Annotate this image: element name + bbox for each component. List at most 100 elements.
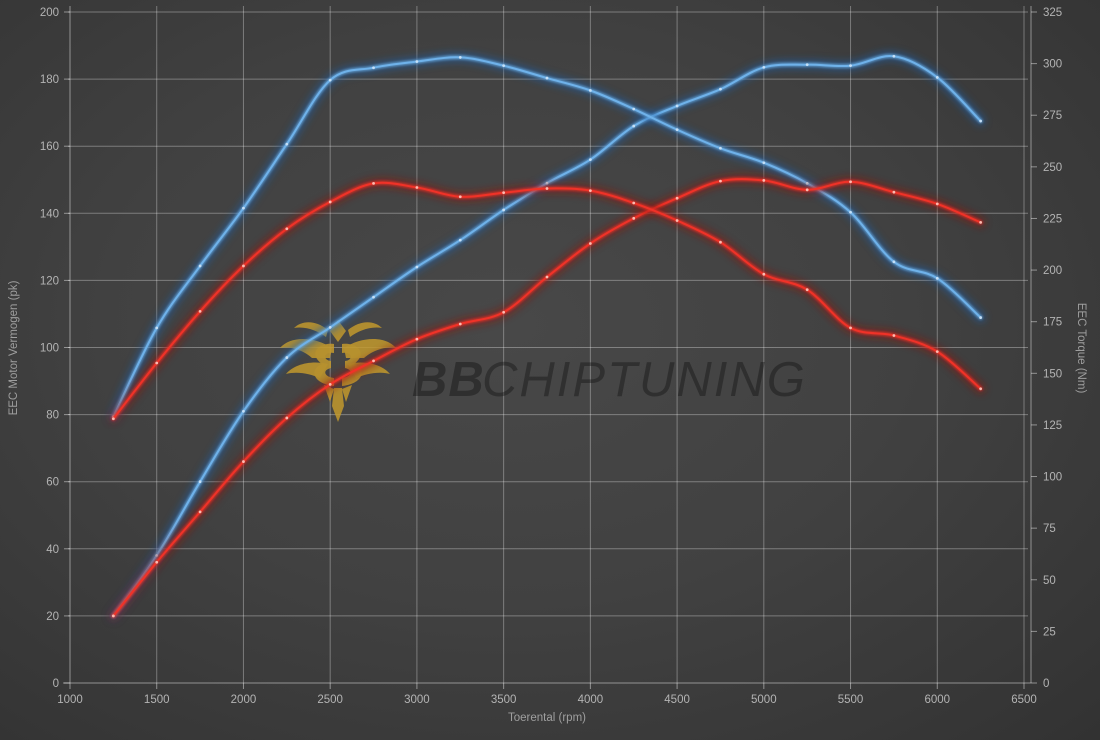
y-right-tick-label: 75 [1043, 523, 1056, 535]
data-point [328, 200, 332, 204]
curve-torque-red [108, 177, 986, 424]
data-point [155, 560, 159, 564]
data-point [545, 187, 549, 190]
data-point [719, 87, 722, 91]
data-point [892, 334, 896, 337]
y-left-tick-label: 120 [40, 275, 59, 287]
data-point [155, 326, 159, 330]
data-point [328, 325, 332, 329]
bb-chiptuning-watermark: BB CHIPTUNING [280, 320, 807, 422]
data-point [805, 188, 809, 192]
data-point [415, 186, 419, 189]
data-point [935, 202, 939, 206]
y-right-tick-label: 200 [1043, 265, 1062, 277]
y-right-tick-label: 250 [1043, 162, 1062, 174]
data-point [632, 124, 636, 128]
logo-text-chiptuning: CHIPTUNING [482, 353, 807, 407]
x-tick-label: 5000 [751, 694, 777, 706]
y-right-tick-label: 125 [1043, 420, 1062, 432]
x-tick-label: 3000 [404, 694, 430, 706]
data-point [588, 189, 592, 192]
data-point [675, 104, 679, 108]
data-point [892, 54, 896, 58]
data-point [242, 409, 245, 413]
data-point [502, 191, 506, 195]
data-point [719, 146, 722, 150]
y-left-tick-label: 180 [40, 74, 59, 86]
data-point [762, 65, 766, 69]
data-point [242, 460, 245, 463]
x-tick-label: 4500 [664, 694, 690, 706]
data-point [155, 361, 159, 365]
data-point [805, 181, 809, 185]
y-right-tick-label: 50 [1043, 575, 1056, 587]
data-point [372, 295, 375, 299]
data-point [285, 416, 289, 420]
data-point [111, 417, 115, 421]
data-point [762, 161, 766, 165]
data-point [849, 326, 852, 330]
data-point [762, 272, 766, 276]
x-tick-label: 2000 [231, 694, 257, 706]
data-point [675, 196, 679, 200]
x-tick-label: 2500 [317, 694, 343, 706]
y-left-tick-label: 140 [40, 208, 59, 220]
data-point [502, 64, 506, 68]
data-point [372, 359, 375, 363]
y-left-tick-label: 0 [53, 678, 59, 690]
curve-power-blue [108, 51, 986, 621]
y-right-tick-label: 325 [1043, 7, 1062, 19]
data-point [285, 227, 289, 231]
y-left-tick-label: 200 [40, 7, 59, 19]
data-point [588, 158, 592, 162]
data-point [415, 337, 419, 341]
data-point [372, 181, 375, 185]
gridlines [68, 6, 1028, 683]
x-tick-label: 6500 [1011, 694, 1037, 706]
data-point [111, 614, 115, 618]
data-point [285, 356, 289, 359]
x-tick-label: 4000 [578, 694, 604, 706]
y-right-tick-label: 175 [1043, 317, 1062, 329]
data-point [458, 322, 462, 326]
data-point [935, 76, 939, 79]
data-point [719, 179, 722, 183]
data-point [415, 60, 419, 63]
x-tick-label: 5500 [838, 694, 864, 706]
data-point [632, 201, 636, 205]
data-point [198, 309, 202, 313]
y-axis-title-left: EEC Motor Vermogen (pk) [8, 280, 20, 415]
data-point [588, 242, 592, 245]
y-left-tick-label: 160 [40, 141, 59, 153]
data-point [849, 210, 852, 214]
data-point [242, 264, 245, 268]
data-point [502, 208, 506, 212]
data-point [588, 89, 592, 92]
data-point [198, 510, 202, 514]
y-right-tick-label: 150 [1043, 368, 1062, 380]
x-tick-label: 1500 [144, 694, 170, 706]
data-point [935, 350, 939, 354]
data-point [328, 383, 332, 386]
data-point [979, 119, 983, 123]
data-point [328, 78, 332, 82]
y-right-tick-label: 300 [1043, 59, 1062, 71]
y-axis-title-right: EEC Torque (Nm) [1075, 303, 1087, 394]
y-right-tick-label: 25 [1043, 626, 1056, 638]
curve-torque-blue [108, 52, 986, 422]
data-point [458, 195, 462, 199]
y-right-tick-label: 225 [1043, 213, 1062, 225]
x-tick-label: 3500 [491, 694, 517, 706]
data-point [805, 63, 809, 67]
data-point [198, 264, 202, 268]
y-right-tick-label: 100 [1043, 472, 1062, 484]
data-point [979, 220, 983, 224]
data-point [502, 310, 506, 314]
data-point [979, 316, 983, 319]
data-point [285, 142, 289, 146]
data-point [675, 219, 679, 222]
data-point [372, 66, 375, 70]
y-left-tick-label: 60 [46, 477, 59, 489]
